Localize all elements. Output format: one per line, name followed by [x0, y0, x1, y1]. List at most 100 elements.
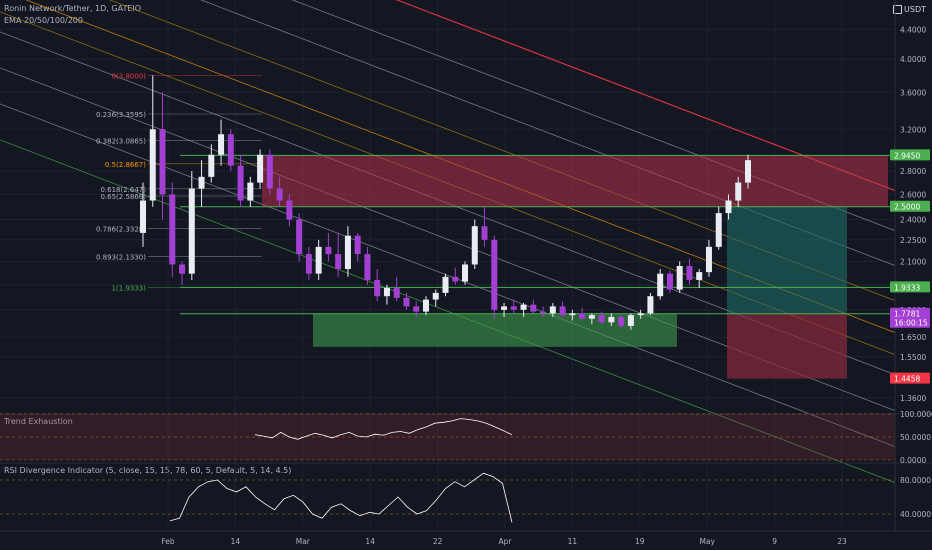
currency-icon [893, 5, 903, 14]
panel-tick-label: 40.0000 [900, 510, 931, 519]
candle-body [305, 254, 312, 274]
candle-body [442, 276, 449, 293]
chart-symbol-title: Ronin Network/Tether, 1D, GATEIO [4, 4, 142, 13]
price-label-box [890, 149, 930, 161]
candle-body [325, 246, 332, 255]
price-label-value: 1.7781 [894, 310, 920, 319]
price-zones [180, 154, 895, 379]
candle-body [481, 226, 488, 240]
fib-label: 0.618(2.647) [100, 186, 146, 194]
time-tick-label: 22 [433, 537, 443, 546]
price-tick-label: 1.6500 [900, 333, 926, 342]
channel-line [0, 103, 896, 447]
channel-upper-line [395, 0, 896, 192]
price-tick-label: 2.4000 [900, 216, 926, 225]
time-tick-label: 19 [635, 537, 645, 546]
candle-body [315, 246, 322, 274]
time-tick-label: Feb [161, 537, 175, 546]
candle-body [598, 315, 605, 323]
fib-levels: 0(3.8000) 0.236(3.3595) 0.382(3.0865) 0.5(2… [96, 72, 262, 292]
price-label-box [890, 372, 930, 384]
price-tick-label: 3.2000 [900, 125, 926, 134]
price-tick-label: 3.6000 [900, 88, 926, 97]
candle-body [432, 292, 439, 300]
price-tick-label: 2.1000 [900, 257, 926, 266]
candle-body [393, 287, 400, 298]
time-tick-label: May [699, 537, 715, 546]
rsi-divergence-title[interactable]: RSI Divergence Indicator (5, close, 15, … [4, 466, 292, 475]
currency-selector[interactable]: USDT [893, 5, 926, 14]
candle-body [159, 129, 166, 195]
candle-body [218, 134, 225, 155]
candles [140, 75, 751, 330]
candle-body [618, 316, 625, 326]
candle-body [549, 306, 556, 314]
candle-body [608, 316, 615, 323]
candle-body [140, 200, 146, 233]
rsi-line [169, 472, 513, 523]
candle-body [520, 304, 527, 310]
fib-label: 0.65(2.5866) [100, 193, 146, 201]
stop-zone [727, 313, 847, 379]
candle-body [530, 304, 537, 312]
candle-body [422, 299, 429, 312]
price-label-time: 16:00:15 [894, 319, 928, 328]
price-label-box [890, 281, 930, 293]
trend-exhaustion-title[interactable]: Trend Exhaustion [4, 417, 73, 426]
indicator-panels [0, 413, 932, 523]
price-tick-label: 2.8000 [900, 167, 926, 176]
price-label-value: 1.9333 [894, 283, 920, 292]
candle-body [715, 213, 722, 247]
fib-label: 1(1.9333) [112, 284, 147, 292]
price-tick-label: 2.6000 [900, 190, 926, 199]
trend-exhaustion-line [254, 418, 513, 440]
candle-body [588, 315, 595, 319]
fib-label: 0.236(3.3595) [96, 111, 146, 119]
candle-body [354, 235, 361, 255]
candle-body [637, 313, 644, 316]
price-tick-label: 1.5500 [900, 353, 926, 362]
price-label-value: 2.5000 [894, 203, 920, 212]
time-tick-label: 14 [231, 537, 241, 546]
candle-body [657, 273, 664, 297]
candle-body [647, 296, 654, 314]
ema-indicator-label[interactable]: EMA 20/50/100/200 [4, 16, 83, 25]
candle-body [676, 265, 683, 290]
channel-line [0, 139, 896, 483]
candle-body [227, 134, 234, 166]
fib-label: 0.893(2.1330) [96, 254, 146, 262]
candle-body [666, 273, 673, 290]
candle-body [725, 200, 732, 214]
candle-body [257, 154, 264, 183]
price-axis[interactable]: 4.4000 4.0000 3.6000 3.2000 2.8000 2.6000 2.40… [890, 0, 932, 531]
target-zone [727, 206, 847, 314]
candle-body [169, 194, 176, 265]
candle-body [501, 306, 508, 310]
time-axis[interactable]: Feb 14 Mar 14 22 Apr 11 19 May 9 23 [0, 530, 932, 546]
support-zone [313, 313, 677, 347]
candle-body [276, 188, 283, 201]
candle-body [471, 226, 478, 265]
candle-body [510, 306, 517, 310]
panel-tick-label: 100.0000 [900, 410, 932, 419]
candle-body [745, 160, 751, 183]
candle-body [705, 246, 712, 273]
candle-body [286, 200, 293, 220]
candle-body [579, 313, 586, 319]
candle-body [686, 265, 693, 280]
price-label-box [890, 200, 930, 212]
candle-body [198, 176, 205, 189]
time-tick-label: 14 [365, 537, 375, 546]
fib-label: 0.786(2.3328) [96, 225, 146, 233]
time-tick-label: Mar [296, 537, 311, 546]
candle-body [179, 264, 186, 274]
candle-body [364, 254, 371, 280]
candle-body [344, 235, 351, 270]
candle-body [452, 276, 459, 282]
candle-body [559, 306, 566, 316]
fib-label: 0.382(3.0865) [96, 138, 146, 146]
panel-tick-label: 0.0000 [900, 456, 926, 465]
candle-body [403, 297, 410, 307]
candle-body [627, 315, 634, 326]
